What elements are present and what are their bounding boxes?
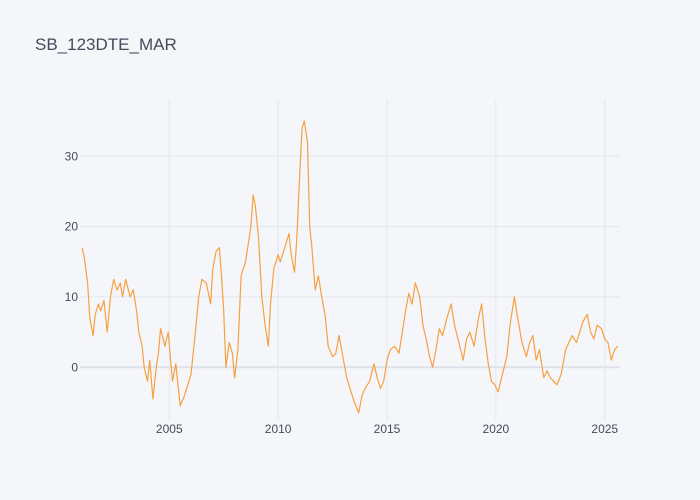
y-tick-label: 0 xyxy=(71,360,78,374)
axis-tick-labels: 0 10 20 30 2005 2010 2015 2020 2025 xyxy=(65,149,619,436)
x-tick-label: 2005 xyxy=(156,422,183,436)
x-tick-label: 2015 xyxy=(374,422,401,436)
y-tick-label: 10 xyxy=(65,290,79,304)
x-tick-label: 2010 xyxy=(265,422,292,436)
x-tick-label: 2025 xyxy=(591,422,618,436)
y-tick-label: 20 xyxy=(65,220,79,234)
y-tick-label: 30 xyxy=(65,149,79,163)
chart-title: SB_123DTE_MAR xyxy=(35,35,177,54)
series-line xyxy=(81,120,619,414)
grid-lines xyxy=(80,100,620,420)
x-tick-label: 2020 xyxy=(483,422,510,436)
series-layer xyxy=(81,120,619,414)
